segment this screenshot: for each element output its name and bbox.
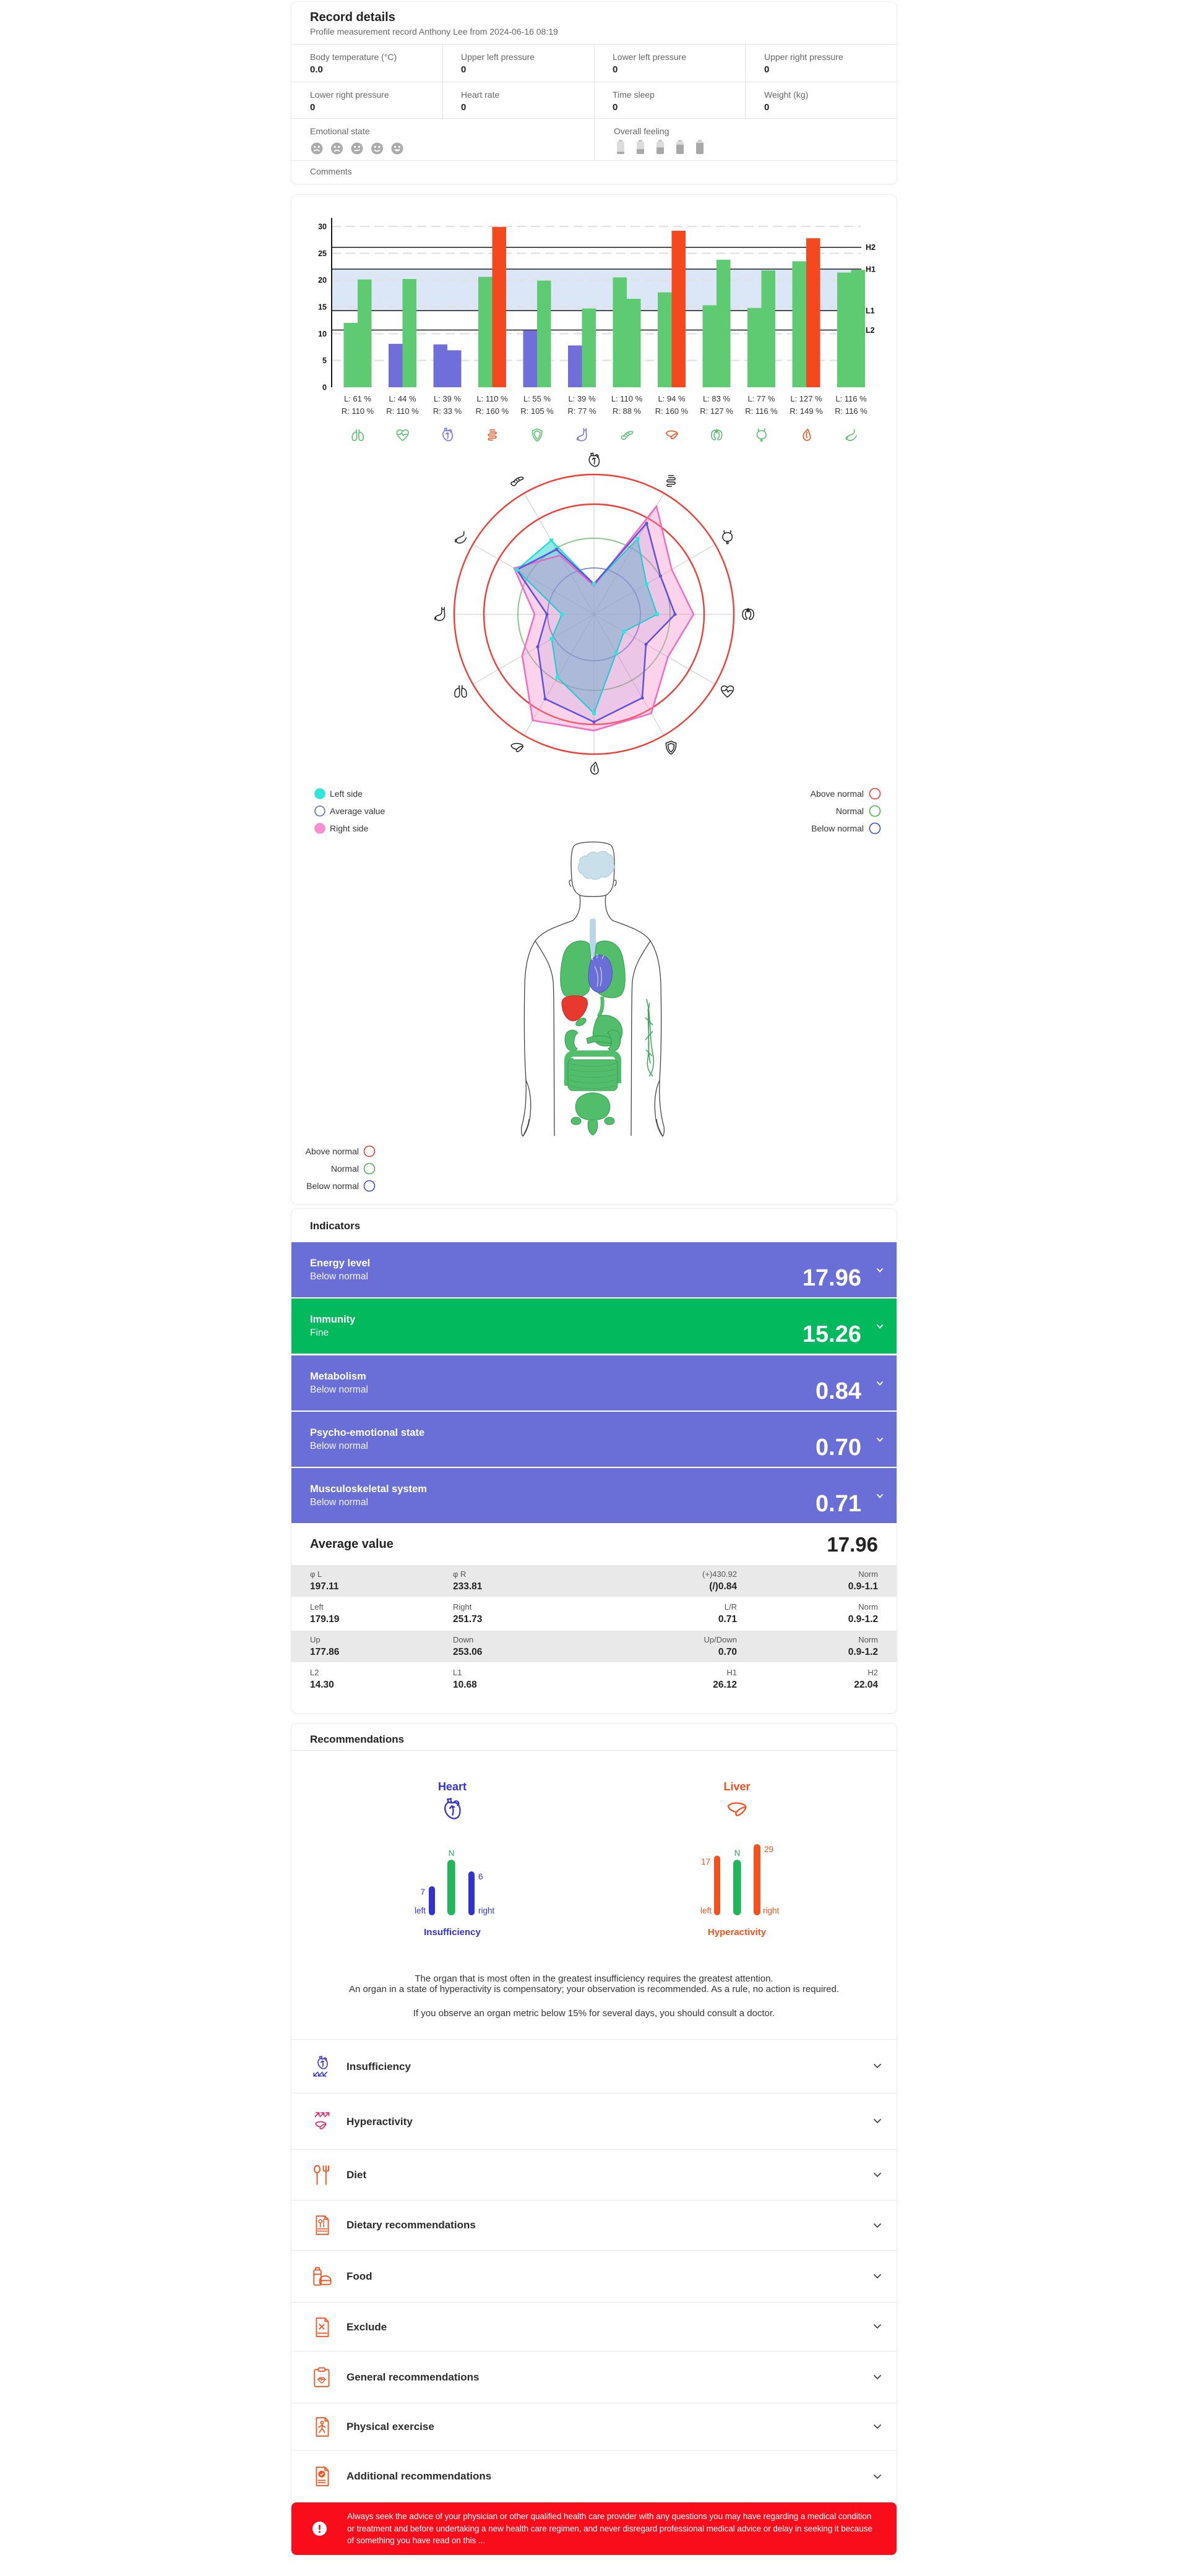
svg-text:L: 94 %: L: 94 % — [658, 394, 686, 403]
svg-text:L1: L1 — [866, 307, 875, 316]
svg-text:29: 29 — [764, 1845, 773, 1854]
svg-text:Normal: Normal — [836, 806, 864, 816]
svg-text:R: 116 %: R: 116 % — [745, 406, 778, 416]
svg-text:Insufficiency: Insufficiency — [424, 1927, 481, 1938]
svg-text:L: 116 %: L: 116 % — [835, 394, 867, 403]
svg-text:L: 39 %: L: 39 % — [568, 394, 596, 403]
svg-text:Below normal: Below normal — [306, 1181, 359, 1191]
svg-text:7: 7 — [420, 1887, 425, 1897]
svg-text:right: right — [763, 1906, 780, 1915]
svg-text:N: N — [449, 1848, 455, 1858]
svg-text:25: 25 — [318, 249, 327, 258]
svg-text:Above normal: Above normal — [811, 789, 864, 799]
svg-text:L: 61 %: L: 61 % — [344, 394, 372, 403]
svg-text:R: 77 %: R: 77 % — [567, 406, 596, 416]
svg-text:L: 39 %: L: 39 % — [434, 394, 462, 403]
svg-text:Below normal: Below normal — [811, 823, 864, 833]
svg-text:0: 0 — [322, 384, 327, 392]
svg-text:R: 149 %: R: 149 % — [790, 406, 823, 416]
svg-text:N: N — [734, 1848, 741, 1858]
svg-text:Normal: Normal — [331, 1164, 359, 1174]
svg-text:L: 110 %: L: 110 % — [611, 394, 643, 403]
svg-text:R: 160 %: R: 160 % — [476, 406, 509, 416]
svg-text:H1: H1 — [866, 265, 876, 274]
svg-text:15: 15 — [318, 303, 327, 312]
svg-text:R: 160 %: R: 160 % — [655, 406, 689, 416]
svg-text:20: 20 — [318, 276, 327, 285]
svg-text:Right side: Right side — [330, 823, 368, 833]
svg-text:Hyperactivity: Hyperactivity — [708, 1927, 767, 1938]
svg-text:H2: H2 — [866, 243, 876, 252]
svg-text:17: 17 — [701, 1857, 710, 1866]
svg-text:L: 83 %: L: 83 % — [703, 394, 731, 403]
svg-text:L: 44 %: L: 44 % — [389, 394, 416, 403]
svg-text:L: 77 %: L: 77 % — [747, 394, 775, 403]
svg-text:Left side: Left side — [330, 789, 363, 799]
svg-text:5: 5 — [322, 356, 327, 365]
svg-text:R: 110 %: R: 110 % — [386, 406, 419, 416]
svg-text:30: 30 — [318, 223, 327, 231]
svg-text:R: 88 %: R: 88 % — [613, 406, 642, 416]
svg-text:Above normal: Above normal — [306, 1146, 359, 1156]
svg-text:left: left — [415, 1906, 426, 1915]
svg-text:R: 116 %: R: 116 % — [835, 406, 867, 416]
svg-text:L: 110 %: L: 110 % — [476, 394, 508, 403]
svg-text:L: 127 %: L: 127 % — [790, 394, 822, 403]
svg-text:L2: L2 — [866, 326, 875, 335]
svg-text:right: right — [478, 1906, 495, 1915]
svg-text:R: 110 %: R: 110 % — [342, 406, 374, 416]
svg-text:6: 6 — [478, 1872, 483, 1881]
svg-text:R: 33 %: R: 33 % — [433, 406, 462, 416]
svg-text:L: 55 %: L: 55 % — [523, 394, 551, 403]
svg-text:Average value: Average value — [330, 806, 385, 816]
svg-text:left: left — [700, 1906, 712, 1915]
svg-text:R: 127 %: R: 127 % — [700, 406, 733, 416]
svg-text:R: 105 %: R: 105 % — [520, 406, 554, 416]
svg-text:10: 10 — [318, 330, 327, 338]
